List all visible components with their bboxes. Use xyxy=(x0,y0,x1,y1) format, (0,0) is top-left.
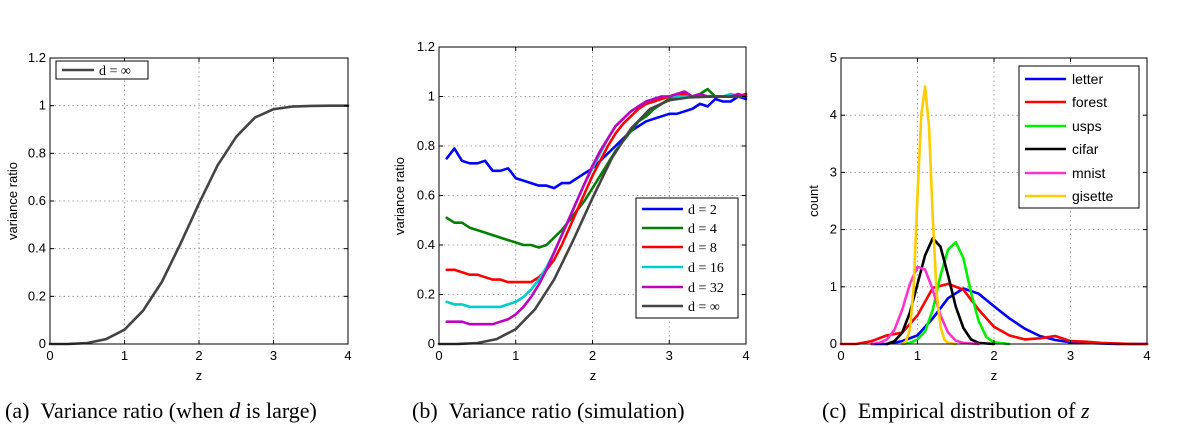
panel-c-xtick-label-2: 2 xyxy=(990,348,997,363)
panel-c-series-2 xyxy=(900,240,1011,346)
panel-c-xlabel: z xyxy=(991,368,998,383)
panel-b-ytick-label-4: 0.8 xyxy=(417,138,435,153)
panel-a-xtick-label-2: 2 xyxy=(195,348,202,363)
panel-b-ytick-label-5: 1 xyxy=(428,89,435,104)
panel-c-caption-label: (c) xyxy=(822,398,846,423)
panel-c-caption: (c) Empirical distribution of z xyxy=(822,398,1090,423)
panel-a-xtick-label-4: 4 xyxy=(344,348,351,363)
panel-a-legend-label-0: d = ∞ xyxy=(99,64,131,79)
panel-a-xlabel: z xyxy=(196,368,203,383)
panel-c-ticks: 0 1 2 3 4 0 1 2 3 4 5 xyxy=(830,50,1151,363)
panel-b: 0 1 2 3 400.20.40.60.811.2 z variance ratio … xyxy=(392,39,750,423)
panel-b-legend-label-2: d = 8 xyxy=(688,241,717,256)
panel-b-xtick-label-2: 2 xyxy=(589,348,596,363)
panel-c-legend-box xyxy=(1018,65,1140,209)
panel-a-ytick-label-1: 0.2 xyxy=(28,288,46,303)
panel-b-legend-label-1: d = 4 xyxy=(688,222,717,237)
panel-b-series-0 xyxy=(445,95,748,190)
panel-b-ylabel: variance ratio xyxy=(392,157,407,235)
panel-c-ylabel: count xyxy=(806,185,821,217)
panel-b-series-5 xyxy=(437,95,748,346)
panel-c-legend-label-5: gisette xyxy=(1072,188,1113,204)
panel-c-xtick-label-4: 4 xyxy=(1143,348,1150,363)
panel-b-ticks: 0 1 2 3 4 0 0.2 0.4 0.6 0.8 1 1.2 xyxy=(417,39,750,363)
panel-a-caption-suffix: is large) xyxy=(240,398,317,423)
panel-b-caption-label: (b) xyxy=(412,398,438,423)
panel-b-legend: d = 2 d = 4 d = 8 d = 16 d = 32 d = ∞ xyxy=(635,197,739,319)
panel-c-series xyxy=(839,85,1149,346)
panel-c-ytick-label-3: 3 xyxy=(830,164,837,179)
panel-a-series xyxy=(48,104,350,346)
panel-c-legend-label-3: cifar xyxy=(1072,141,1099,157)
panel-a-ytick-label-5: 1 xyxy=(39,98,46,113)
panel-c-ytick-label-2: 2 xyxy=(830,222,837,237)
panel-b-legend-label-0: d = 2 xyxy=(688,203,717,218)
panel-c-ytick-label-5: 5 xyxy=(830,50,837,65)
panel-b-xtick-label-0: 0 xyxy=(435,348,442,363)
panel-a-series-0 xyxy=(48,104,350,346)
panel-c-caption-text: Empirical distribution of xyxy=(858,398,1081,423)
panel-b-legend-box xyxy=(635,197,739,319)
panel-c-legend-label-4: mnist xyxy=(1072,165,1106,181)
panel-c-xtick-label-3: 3 xyxy=(1067,348,1074,363)
panel-a-xtick-label-3: 3 xyxy=(270,348,277,363)
panel-b-series-4 xyxy=(445,90,748,326)
panel-b-xtick-label-4: 4 xyxy=(742,348,749,363)
panel-a-ytick-label-6: 1.2 xyxy=(28,50,46,65)
panel-a-ytick-label-3: 0.6 xyxy=(28,193,46,208)
panel-c-grid xyxy=(841,58,1147,344)
panel-b-xtick-label-3: 3 xyxy=(666,348,673,363)
panel-c-caption-var: z xyxy=(1080,398,1090,423)
panel-c-series-3 xyxy=(885,236,996,346)
panel-a-legend: d = ∞ xyxy=(55,60,149,80)
panel-c-ytick-label-4: 4 xyxy=(830,107,837,122)
panel-a-caption-label: (a) xyxy=(5,398,29,423)
panel-a-caption-text: Variance ratio (when xyxy=(41,398,230,423)
panel-a-xtick-label-1: 1 xyxy=(121,348,128,363)
panel-c-ytick-label-0: 0 xyxy=(830,336,837,351)
panel-c-series-5 xyxy=(900,85,958,346)
panel-b-legend-label-5: d = ∞ xyxy=(688,300,720,315)
panel-b-ytick-label-3: 0.6 xyxy=(417,188,435,203)
panel-c: 0 1 2 3 4 0 1 2 3 4 5 z count letter forest usps c… xyxy=(806,50,1151,423)
panel-a-ylabel: variance ratio xyxy=(5,162,20,240)
panel-c-legend-label-1: forest xyxy=(1072,94,1107,110)
panel-a: 0 1 2 3 400.20.40.60.811.2 z variance ratio … xyxy=(5,50,352,423)
panel-b-ytick-label-1: 0.2 xyxy=(417,287,435,302)
panel-c-ytick-label-1: 1 xyxy=(830,279,837,294)
panel-a-legend-box xyxy=(55,60,149,80)
panel-a-ytick-label-2: 0.4 xyxy=(28,241,46,256)
panel-c-series-4 xyxy=(870,265,981,346)
panel-a-caption-var: d xyxy=(229,398,241,423)
panel-b-xtick-label-1: 1 xyxy=(512,348,519,363)
panel-c-xtick-label-1: 1 xyxy=(914,348,921,363)
panel-c-legend-label-2: usps xyxy=(1072,118,1102,134)
panel-b-ytick-label-0: 0 xyxy=(428,336,435,351)
panel-b-xlabel: z xyxy=(590,368,597,383)
panel-a-ytick-label-4: 0.8 xyxy=(28,145,46,160)
panel-a-ticks: 0 1 2 3 4 0 0.2 0.4 0.6 0.8 1 1.2 xyxy=(28,50,352,363)
panel-a-ytick-label-0: 0 xyxy=(39,336,46,351)
panel-c-legend: letter forest usps cifar mnist gisette xyxy=(1018,65,1140,209)
panel-b-caption-text: Variance ratio (simulation) xyxy=(449,398,685,423)
panel-b-ytick-label-2: 0.4 xyxy=(417,237,435,252)
panel-b-series xyxy=(437,87,748,346)
panel-b-legend-label-3: d = 16 xyxy=(688,261,724,276)
panel-c-legend-label-0: letter xyxy=(1072,71,1103,87)
panel-b-legend-label-4: d = 32 xyxy=(688,281,724,296)
panel-a-xtick-label-0: 0 xyxy=(46,348,53,363)
panel-a-caption: (a) Variance ratio (when d is large) xyxy=(5,398,317,423)
panel-b-caption: (b) Variance ratio (simulation) xyxy=(412,398,685,423)
panel-b-ytick-label-6: 1.2 xyxy=(417,39,435,54)
panel-c-xtick-label-0: 0 xyxy=(837,348,844,363)
